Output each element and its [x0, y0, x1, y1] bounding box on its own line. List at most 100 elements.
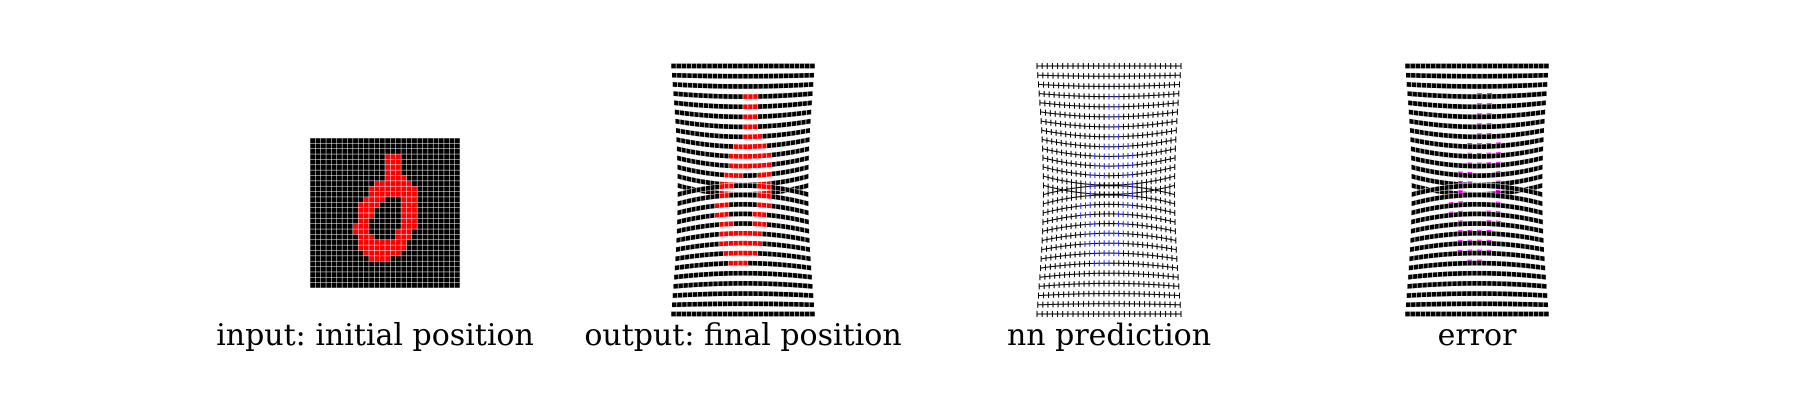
- mesh-brick: [756, 183, 762, 190]
- mesh-brick: [1486, 143, 1492, 150]
- mesh-brick: [762, 260, 768, 267]
- mesh-brick: [1535, 109, 1541, 117]
- mesh-brick: [727, 93, 734, 100]
- mesh-brick: [1500, 202, 1506, 209]
- mesh-brick: [737, 63, 744, 69]
- highlight-cell: [363, 218, 370, 224]
- mesh-brick: [1528, 147, 1535, 155]
- mesh-brick: [781, 242, 787, 249]
- mesh-brick: [747, 73, 754, 80]
- mesh-brick: [702, 291, 708, 298]
- mesh-brick: [1442, 102, 1448, 109]
- mesh-brick: [776, 122, 783, 129]
- mesh-brick: [1523, 187, 1529, 195]
- mesh-brick: [1418, 119, 1424, 127]
- mesh-brick: [1434, 194, 1440, 202]
- mesh-brick: [718, 231, 725, 238]
- mesh-brick: [785, 168, 791, 175]
- mesh-brick: [1500, 231, 1506, 238]
- highlight-cell: [368, 196, 375, 203]
- highlight-cell: [401, 234, 407, 240]
- mesh-brick: [1471, 290, 1478, 297]
- mesh-brick: [1429, 214, 1435, 221]
- mesh-brick: [1526, 282, 1533, 289]
- mesh-brick: [696, 311, 703, 317]
- mesh-brick: [742, 311, 749, 317]
- mesh-brick: [723, 211, 730, 218]
- mesh-brick: [1420, 301, 1427, 308]
- mesh-brick: [1420, 216, 1426, 223]
- mesh-brick: [1451, 83, 1458, 90]
- mesh-brick: [691, 72, 698, 79]
- mesh-brick: [807, 283, 814, 290]
- mesh-brick: [1462, 192, 1468, 199]
- mesh-brick: [1476, 201, 1482, 208]
- mesh-brick: [786, 242, 792, 250]
- mesh-brick: [1417, 100, 1423, 108]
- mesh-brick: [761, 211, 767, 218]
- mesh-brick: [704, 222, 711, 229]
- mesh-brick: [1541, 283, 1548, 290]
- mesh-brick: [1491, 250, 1497, 257]
- mesh-brick: [1443, 193, 1450, 201]
- mesh-brick: [1438, 232, 1444, 239]
- mesh-brick: [719, 202, 725, 209]
- mesh-brick: [1472, 172, 1478, 179]
- mesh-brick: [712, 301, 718, 307]
- mesh-brick: [752, 290, 759, 297]
- highlight-cell: [390, 180, 396, 187]
- mesh-brick: [1446, 83, 1453, 90]
- mesh-brick: [747, 83, 754, 90]
- mesh-brick: [1512, 291, 1518, 298]
- mesh-brick: [1514, 232, 1521, 240]
- mesh-brick: [1520, 111, 1527, 118]
- mesh-brick: [1407, 273, 1414, 281]
- mesh-brick: [707, 73, 713, 79]
- mesh-brick: [1443, 212, 1449, 219]
- mesh-brick: [757, 113, 763, 120]
- mesh-brick: [1443, 222, 1449, 229]
- mesh-brick: [707, 281, 714, 287]
- mesh-brick: [1437, 122, 1444, 129]
- mesh-brick: [1413, 109, 1419, 117]
- mesh-brick: [1527, 82, 1533, 89]
- mesh-brick: [763, 63, 769, 69]
- mesh-brick: [714, 183, 720, 191]
- mesh-brick: [1419, 244, 1425, 251]
- mesh-brick: [1529, 138, 1535, 146]
- mesh-brick: [1461, 280, 1468, 287]
- highlight-cell: [401, 196, 407, 203]
- mesh-brick: [1471, 230, 1478, 237]
- mesh-brick: [702, 301, 708, 307]
- mesh-brick: [699, 140, 706, 148]
- mesh-brick: [1520, 130, 1526, 138]
- mesh-brick: [771, 132, 777, 139]
- mesh-brick: [1537, 173, 1543, 181]
- mesh-brick: [1497, 63, 1503, 69]
- mesh-brick: [691, 301, 698, 308]
- mesh-brick: [709, 142, 715, 149]
- highlight-cell: [374, 202, 380, 208]
- mesh-brick: [687, 91, 694, 98]
- mesh-brick: [1539, 127, 1545, 135]
- mesh-brick: [1461, 270, 1468, 277]
- mesh-brick: [799, 217, 805, 224]
- mesh-brick: [1515, 121, 1521, 128]
- mesh-brick: [1476, 250, 1483, 256]
- mesh-brick: [693, 101, 699, 108]
- mesh-brick: [690, 148, 696, 156]
- mesh-brick: [1524, 148, 1530, 156]
- mesh-brick: [738, 182, 744, 189]
- mesh-brick: [1439, 160, 1445, 167]
- mesh-brick: [742, 83, 749, 90]
- mesh-brick: [732, 83, 739, 90]
- mesh-brick: [799, 63, 805, 69]
- mesh-brick: [677, 199, 683, 207]
- mesh-brick: [782, 102, 788, 109]
- mesh-brick: [681, 207, 687, 215]
- mesh-brick: [674, 255, 681, 262]
- mesh-brick: [1471, 133, 1478, 140]
- mesh-brick: [728, 192, 734, 199]
- mesh-brick: [767, 83, 774, 90]
- mesh-brick: [1532, 72, 1539, 79]
